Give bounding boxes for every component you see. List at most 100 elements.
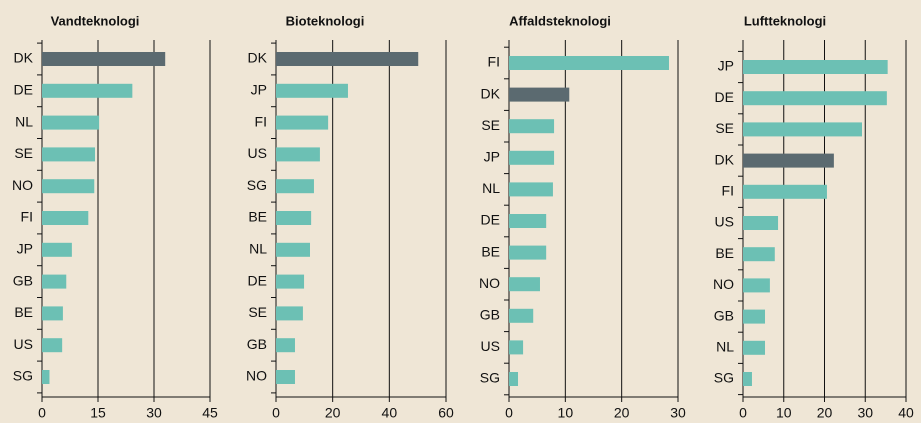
bar	[743, 340, 766, 355]
y-tick-label: GB	[13, 272, 33, 288]
y-tick-label: NL	[716, 339, 734, 355]
y-tick-label: SE	[248, 304, 267, 320]
y-tick-label: BE	[248, 209, 267, 225]
y-tick-label: SG	[13, 368, 33, 384]
y-tick-label: DE	[715, 89, 734, 105]
bar	[276, 211, 312, 225]
bar	[276, 147, 320, 162]
y-tick-label: US	[248, 145, 267, 161]
y-tick-label: DK	[248, 50, 268, 66]
bar	[509, 372, 519, 386]
chart-title: Affaldsteknologi	[509, 13, 611, 28]
x-tick-label: 30	[146, 405, 162, 421]
x-tick-label: 0	[739, 405, 747, 421]
y-tick-label: DE	[248, 272, 267, 288]
y-tick-label: FI	[488, 54, 500, 70]
bar	[509, 245, 547, 260]
bar	[276, 115, 329, 130]
bar	[42, 211, 89, 225]
x-tick-label: 20	[614, 405, 630, 421]
y-tick-label: GB	[714, 307, 734, 323]
bar	[276, 179, 314, 194]
x-tick-label: 10	[776, 405, 792, 421]
y-tick-label: SE	[481, 117, 500, 133]
bar	[42, 83, 133, 98]
bar	[276, 52, 419, 66]
y-tick-label: NO	[713, 276, 734, 292]
y-tick-label: US	[715, 214, 734, 230]
bar	[42, 306, 63, 321]
bar	[509, 119, 555, 134]
bar	[509, 56, 669, 70]
y-tick-label: GB	[480, 307, 500, 323]
bar	[509, 308, 534, 323]
bar	[509, 340, 524, 355]
bar	[42, 274, 67, 289]
y-tick-label: DE	[481, 212, 500, 228]
y-tick-label: FI	[255, 113, 267, 129]
y-tick-label: GB	[247, 336, 267, 352]
bar	[743, 184, 827, 199]
y-tick-label: FI	[21, 209, 33, 225]
y-tick-label: DK	[481, 85, 501, 101]
y-tick-label: NL	[15, 113, 33, 129]
y-tick-label: NO	[479, 275, 500, 291]
bar	[276, 242, 310, 257]
x-tick-label: 15	[90, 405, 106, 421]
x-tick-label: 20	[325, 405, 341, 421]
bar	[743, 122, 862, 137]
bar	[276, 274, 305, 289]
y-tick-label: BE	[14, 304, 33, 320]
x-tick-label: 0	[38, 405, 46, 421]
x-tick-label: 10	[558, 405, 574, 421]
bar	[743, 309, 766, 324]
bar	[743, 60, 888, 74]
y-tick-label: SE	[14, 145, 33, 161]
bar	[743, 278, 770, 293]
bar	[276, 338, 295, 353]
bar	[42, 370, 50, 384]
bar	[509, 182, 553, 197]
x-tick-label: 60	[438, 405, 454, 421]
bar	[42, 179, 95, 194]
y-tick-label: US	[14, 336, 33, 352]
bar	[509, 87, 570, 102]
bar	[276, 83, 348, 98]
y-tick-label: BE	[481, 243, 500, 259]
bar	[743, 153, 834, 168]
chart-title: Vandteknologi	[51, 13, 140, 28]
y-tick-label: SE	[715, 120, 734, 136]
y-tick-label: JP	[718, 58, 734, 74]
x-tick-label: 0	[505, 405, 513, 421]
y-tick-label: JP	[17, 241, 33, 257]
y-tick-label: DK	[14, 50, 34, 66]
bar	[743, 91, 887, 106]
bar	[276, 370, 295, 384]
y-tick-label: SG	[714, 370, 734, 386]
bar	[743, 247, 775, 262]
chart-title: Luftteknologi	[744, 13, 826, 28]
y-tick-label: SG	[480, 370, 500, 386]
bar	[509, 214, 547, 228]
y-tick-label: SG	[247, 177, 267, 193]
y-tick-label: NL	[482, 180, 500, 196]
y-tick-label: BE	[715, 245, 734, 261]
bar	[42, 242, 72, 257]
x-tick-label: 45	[202, 405, 218, 421]
x-tick-label: 40	[898, 405, 914, 421]
bar	[743, 372, 752, 386]
y-tick-label: JP	[251, 82, 267, 98]
chart-title: Bioteknologi	[286, 13, 365, 28]
y-tick-label: JP	[484, 149, 500, 165]
y-tick-label: NL	[249, 241, 267, 257]
y-tick-label: NO	[246, 368, 267, 384]
y-tick-label: US	[481, 338, 500, 354]
bar	[509, 277, 540, 292]
x-tick-label: 40	[382, 405, 398, 421]
y-tick-label: DK	[715, 151, 735, 167]
y-tick-label: FI	[722, 183, 734, 199]
x-tick-label: 0	[272, 405, 280, 421]
bar	[42, 338, 63, 353]
bar	[743, 216, 779, 230]
